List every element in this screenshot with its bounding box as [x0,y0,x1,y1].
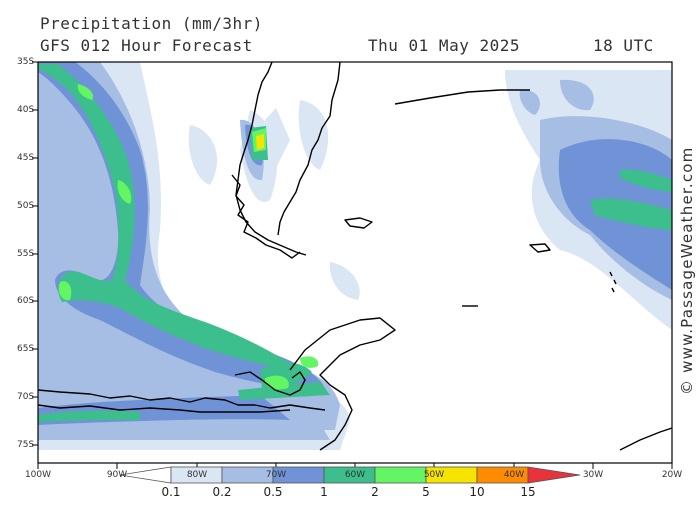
lon-label: 20W [661,470,683,480]
lon-label: 100W [24,470,52,480]
lon-label: 60W [344,470,366,480]
forecast-date: Thu 01 May 2025 [368,36,520,55]
lon-label: 50W [423,470,445,480]
lon-label: 30W [582,470,604,480]
chart-title: Precipitation (mm/3hr) [40,14,263,33]
colorbar-label: 10 [469,485,485,499]
lon-label: 80W [186,470,208,480]
colorbar-label: 0.5 [263,485,283,499]
site-credit: © www.PassageWeather.com [678,146,696,395]
colorbar-label: 15 [520,485,536,499]
lat-label: 75S [17,440,35,450]
colorbar [119,466,581,484]
colorbar-label: 2 [371,485,379,499]
lon-label: 70W [265,470,287,480]
colorbar-label: 0.2 [212,485,232,499]
lat-label: 35S [17,57,35,67]
lat-label: 70S [17,392,35,402]
axis-ticks [32,61,673,469]
forecast-label: GFS 012 Hour Forecast [40,36,253,55]
colorbar-label: 0.1 [161,485,181,499]
colorbar-label: 1 [320,485,328,499]
forecast-time: 18 UTC [593,36,654,55]
colorbar-label: 5 [422,485,430,499]
lat-label: 55S [17,249,35,259]
coastline [38,62,672,451]
lon-label: 90W [106,470,128,480]
lat-label: 65S [17,344,35,354]
lat-label: 40S [17,105,35,115]
lat-label: 50S [17,201,35,211]
lat-label: 45S [17,153,35,163]
lon-label: 40W [503,470,525,480]
lat-label: 60S [17,296,35,306]
precip-band-yellow [256,134,264,150]
